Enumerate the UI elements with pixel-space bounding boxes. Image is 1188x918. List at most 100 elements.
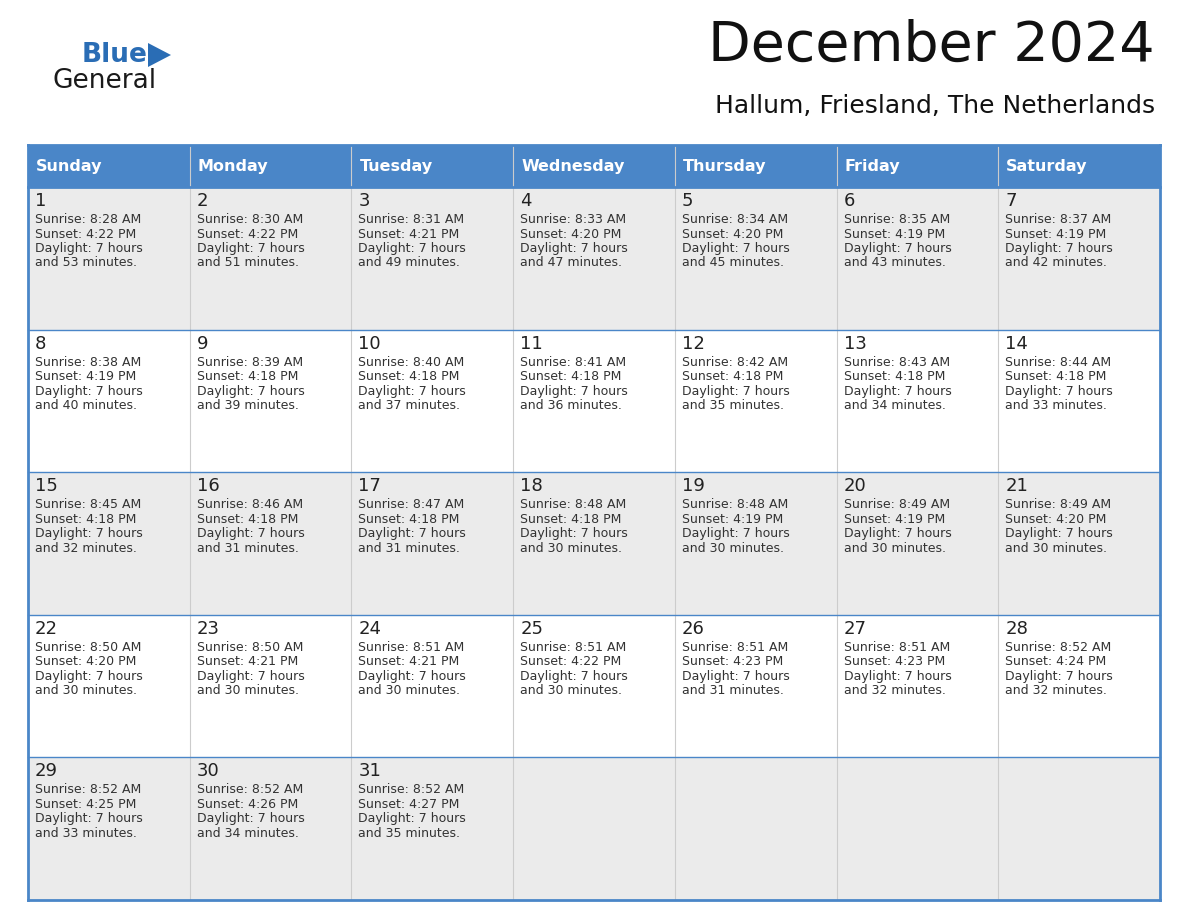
Text: Sunset: 4:19 PM: Sunset: 4:19 PM (843, 228, 944, 241)
Bar (513, 472, 675, 615)
Bar (29, 615, 190, 757)
Text: Wednesday: Wednesday (522, 159, 625, 174)
Text: and 40 minutes.: and 40 minutes. (34, 399, 137, 412)
Text: Daylight: 7 hours: Daylight: 7 hours (682, 242, 790, 255)
Text: and 31 minutes.: and 31 minutes. (359, 542, 460, 554)
Text: Daylight: 7 hours: Daylight: 7 hours (197, 670, 304, 683)
Text: Daylight: 7 hours: Daylight: 7 hours (520, 527, 628, 540)
Bar (190, 757, 352, 900)
Text: Daylight: 7 hours: Daylight: 7 hours (197, 527, 304, 540)
Text: Daylight: 7 hours: Daylight: 7 hours (359, 812, 466, 825)
Text: Sunset: 4:19 PM: Sunset: 4:19 PM (34, 370, 137, 383)
Text: 30: 30 (197, 763, 220, 780)
Text: Sunset: 4:23 PM: Sunset: 4:23 PM (843, 655, 944, 668)
Text: 20: 20 (843, 477, 866, 495)
Text: and 53 minutes.: and 53 minutes. (34, 256, 137, 270)
Bar (29, 187, 190, 330)
Bar (675, 187, 836, 330)
Bar (998, 145, 1159, 187)
Text: Daylight: 7 hours: Daylight: 7 hours (1005, 242, 1113, 255)
Text: Sunset: 4:18 PM: Sunset: 4:18 PM (197, 512, 298, 526)
Bar (998, 330, 1159, 472)
Text: and 33 minutes.: and 33 minutes. (34, 827, 137, 840)
Text: 21: 21 (1005, 477, 1028, 495)
Text: 19: 19 (682, 477, 704, 495)
Text: 18: 18 (520, 477, 543, 495)
Text: Sunset: 4:19 PM: Sunset: 4:19 PM (843, 512, 944, 526)
Text: Sunset: 4:18 PM: Sunset: 4:18 PM (520, 370, 621, 383)
Bar (29, 145, 190, 187)
Text: and 36 minutes.: and 36 minutes. (520, 399, 623, 412)
Text: 12: 12 (682, 334, 704, 353)
Bar (836, 757, 998, 900)
Text: and 51 minutes.: and 51 minutes. (197, 256, 298, 270)
Text: 26: 26 (682, 620, 704, 638)
Bar (998, 472, 1159, 615)
Text: Sunset: 4:18 PM: Sunset: 4:18 PM (359, 370, 460, 383)
Bar (675, 330, 836, 472)
Text: and 31 minutes.: and 31 minutes. (682, 684, 784, 698)
Bar (29, 330, 190, 472)
Text: Sunrise: 8:51 AM: Sunrise: 8:51 AM (520, 641, 626, 654)
Text: and 35 minutes.: and 35 minutes. (682, 399, 784, 412)
Text: Daylight: 7 hours: Daylight: 7 hours (34, 385, 143, 397)
Bar (998, 757, 1159, 900)
Bar (190, 472, 352, 615)
Text: Daylight: 7 hours: Daylight: 7 hours (359, 385, 466, 397)
Text: and 34 minutes.: and 34 minutes. (843, 399, 946, 412)
Bar (352, 615, 513, 757)
Text: Sunset: 4:18 PM: Sunset: 4:18 PM (520, 512, 621, 526)
Text: 10: 10 (359, 334, 381, 353)
Text: 13: 13 (843, 334, 866, 353)
Text: Sunrise: 8:37 AM: Sunrise: 8:37 AM (1005, 213, 1112, 226)
Text: 25: 25 (520, 620, 543, 638)
Bar (836, 145, 998, 187)
Bar (675, 615, 836, 757)
Text: Sunrise: 8:30 AM: Sunrise: 8:30 AM (197, 213, 303, 226)
Text: Sunrise: 8:50 AM: Sunrise: 8:50 AM (197, 641, 303, 654)
Bar (836, 472, 998, 615)
Text: Daylight: 7 hours: Daylight: 7 hours (843, 242, 952, 255)
Text: December 2024: December 2024 (708, 19, 1155, 73)
Text: Daylight: 7 hours: Daylight: 7 hours (197, 385, 304, 397)
Bar (352, 472, 513, 615)
Text: Sunrise: 8:49 AM: Sunrise: 8:49 AM (1005, 498, 1112, 511)
Text: 5: 5 (682, 192, 694, 210)
Bar (836, 187, 998, 330)
Bar (513, 757, 675, 900)
Text: Sunrise: 8:51 AM: Sunrise: 8:51 AM (682, 641, 788, 654)
Text: Friday: Friday (845, 159, 901, 174)
Text: 9: 9 (197, 334, 208, 353)
Text: Sunrise: 8:46 AM: Sunrise: 8:46 AM (197, 498, 303, 511)
Text: Sunrise: 8:51 AM: Sunrise: 8:51 AM (359, 641, 465, 654)
Text: Thursday: Thursday (683, 159, 766, 174)
Text: Sunrise: 8:35 AM: Sunrise: 8:35 AM (843, 213, 950, 226)
Bar (513, 330, 675, 472)
Text: Sunrise: 8:50 AM: Sunrise: 8:50 AM (34, 641, 141, 654)
Text: Sunset: 4:21 PM: Sunset: 4:21 PM (359, 655, 460, 668)
Bar (998, 187, 1159, 330)
Text: 11: 11 (520, 334, 543, 353)
Text: Daylight: 7 hours: Daylight: 7 hours (197, 812, 304, 825)
Text: Sunrise: 8:52 AM: Sunrise: 8:52 AM (197, 783, 303, 797)
Text: Sunset: 4:20 PM: Sunset: 4:20 PM (1005, 512, 1107, 526)
Text: 3: 3 (359, 192, 369, 210)
Bar (29, 472, 190, 615)
Text: Sunrise: 8:34 AM: Sunrise: 8:34 AM (682, 213, 788, 226)
Text: Daylight: 7 hours: Daylight: 7 hours (359, 670, 466, 683)
Text: Sunset: 4:21 PM: Sunset: 4:21 PM (197, 655, 298, 668)
Bar (675, 472, 836, 615)
Text: Daylight: 7 hours: Daylight: 7 hours (359, 242, 466, 255)
Text: 24: 24 (359, 620, 381, 638)
Text: 1: 1 (34, 192, 46, 210)
Text: Daylight: 7 hours: Daylight: 7 hours (1005, 670, 1113, 683)
Text: Sunset: 4:25 PM: Sunset: 4:25 PM (34, 798, 137, 811)
Bar (836, 330, 998, 472)
Text: Blue: Blue (82, 42, 147, 68)
Bar (190, 330, 352, 472)
Text: Sunset: 4:20 PM: Sunset: 4:20 PM (520, 228, 621, 241)
Text: 27: 27 (843, 620, 866, 638)
Text: Sunrise: 8:31 AM: Sunrise: 8:31 AM (359, 213, 465, 226)
Text: and 30 minutes.: and 30 minutes. (34, 684, 137, 698)
Text: Daylight: 7 hours: Daylight: 7 hours (1005, 527, 1113, 540)
